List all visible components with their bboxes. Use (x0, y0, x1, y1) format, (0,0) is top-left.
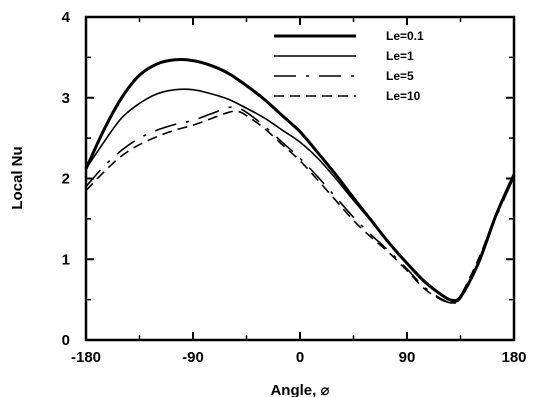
x-tick-label: -180 (71, 349, 101, 366)
legend-label-2: Le=1 (386, 49, 414, 63)
series-line-2 (85, 88, 515, 301)
y-tick-label: 2 (62, 171, 70, 188)
x-tick-label: 0 (296, 349, 304, 366)
plot-frame (84, 15, 516, 342)
y-tick-label: 0 (62, 332, 70, 349)
series-layer (84, 58, 516, 304)
x-axis-title: Angle, ⌀ (270, 382, 329, 397)
x-tick-label: 90 (399, 349, 416, 366)
series-line-4 (85, 110, 515, 304)
legend: Le=0.1 Le=1 Le=5 Le=10 (274, 29, 424, 103)
y-tick-label: 1 (62, 251, 70, 268)
legend-label-4: Le=10 (386, 89, 421, 103)
y-axis-title: Local Nu (9, 146, 26, 209)
ticks-layer: -180 -90 0 90 180 0 1 2 3 4 (62, 9, 527, 366)
y-tick-label: 3 (62, 90, 70, 107)
legend-label-3: Le=5 (386, 69, 414, 83)
y-tick-label: 4 (62, 9, 71, 26)
x-tick-label: -90 (182, 349, 204, 366)
x-tick-label: 180 (501, 349, 526, 366)
series-line-3 (85, 106, 515, 304)
legend-label-1: Le=0.1 (386, 29, 424, 43)
